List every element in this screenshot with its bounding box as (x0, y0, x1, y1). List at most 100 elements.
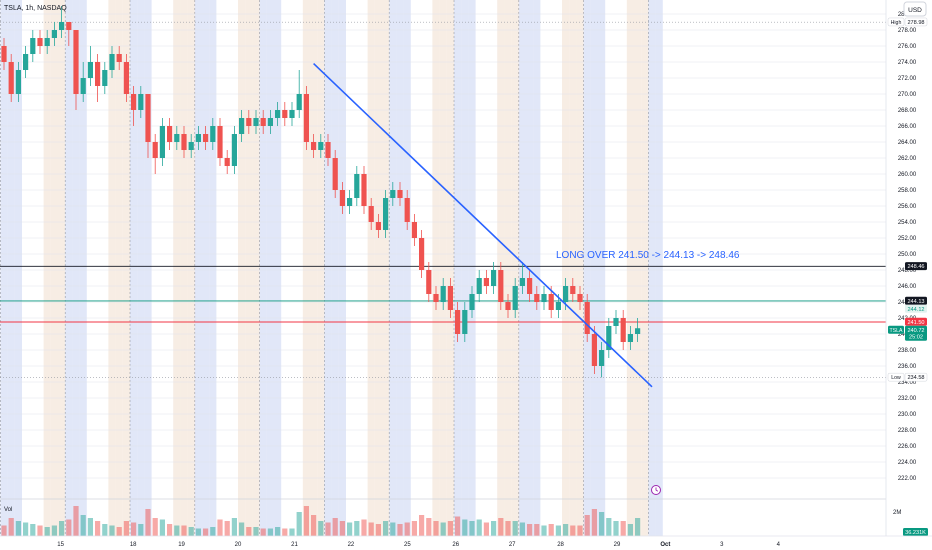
candle-body (174, 134, 180, 142)
chart-annotation[interactable]: LONG OVER 241.50 -> 244.13 -> 248.46 (556, 250, 740, 261)
candle-body (210, 126, 216, 142)
candle-body (433, 294, 439, 302)
volume-bar (282, 528, 288, 536)
candle-body (131, 94, 137, 110)
candle-body (555, 302, 561, 310)
volume-bar (123, 521, 129, 536)
candle-body (570, 286, 576, 294)
session-band (583, 0, 591, 536)
session-band (122, 0, 130, 536)
candle-body (469, 294, 475, 310)
candle-body (275, 110, 281, 118)
session-band (317, 0, 325, 536)
volume-bar (231, 518, 237, 536)
volume-bar (80, 515, 86, 536)
candle-body (224, 158, 230, 166)
volume-bar (584, 515, 590, 536)
time-axis[interactable]: 15 18 19 20 21 22 25 26 27 28 29 Oct 3 4 (0, 535, 932, 550)
candle-body (519, 278, 525, 286)
price-tick-label: 230.00 (898, 412, 917, 418)
horizontal-grid (0, 13, 886, 500)
price-tick-label: 222.00 (898, 476, 917, 482)
volume-bar (411, 521, 417, 536)
price-tick-label: 278.00 (898, 28, 917, 34)
price-label-text: 278.98 (907, 20, 924, 26)
volume-bars (1, 506, 641, 536)
volume-bar (195, 528, 201, 536)
session-band (511, 0, 519, 536)
candle-body (599, 350, 605, 366)
candle-body (635, 328, 641, 334)
session-band (137, 0, 145, 536)
session-band (461, 0, 469, 536)
volume-bar (30, 524, 36, 536)
volume-label: Vol (4, 507, 12, 513)
currency-button[interactable] (903, 1, 927, 17)
volume-bar (440, 522, 446, 536)
symbol-label[interactable]: TSLA, 1h, NASDAQ (4, 5, 67, 12)
clock-alert-icon[interactable] (651, 485, 661, 495)
volume-bar (635, 518, 641, 536)
time-tick-label: 25 (404, 542, 411, 548)
candle-body (44, 38, 50, 46)
candle-body (311, 142, 317, 150)
candle-body (303, 94, 309, 142)
price-tick-label: 224.00 (898, 460, 917, 466)
price-tick-label: 272.00 (898, 76, 917, 82)
price-label-tag (887, 372, 905, 382)
candle-body (483, 278, 489, 286)
candle-body (563, 286, 569, 302)
session-band (144, 0, 152, 536)
volume-bar (217, 519, 223, 536)
time-tick-label: 27 (509, 542, 516, 548)
price-label-tag-text: TSLA (890, 328, 904, 334)
price-tick-label: 234.00 (898, 380, 917, 386)
session-band (302, 0, 310, 536)
volume-bar (59, 521, 65, 536)
volume-bar (318, 521, 324, 536)
candle-body (318, 142, 324, 150)
volume-bar (455, 516, 461, 536)
session-band (324, 0, 332, 536)
candle-body (203, 134, 209, 142)
price-label-text: 241.50 (907, 320, 924, 326)
volume-bar (368, 522, 374, 536)
session-band (590, 0, 598, 536)
candle-body (332, 158, 338, 190)
volume-bar (102, 524, 108, 536)
time-tick-label: 22 (348, 542, 355, 548)
price-label-text: 244.12 (907, 307, 924, 313)
price-label-text: 240.72 (907, 328, 924, 334)
candle-body (354, 174, 360, 198)
volume-bar (469, 521, 475, 536)
time-tick-label: Oct (660, 542, 670, 548)
volume-bar (541, 525, 547, 536)
volume-bar (527, 524, 533, 536)
trendline[interactable] (313, 63, 653, 388)
volume-bar (383, 521, 389, 536)
candle-body (426, 270, 432, 294)
volume-bar (174, 525, 180, 536)
volume-bar (620, 521, 626, 536)
session-band (194, 0, 202, 536)
price-axis[interactable]: 222.00 224.00 226.00 228.00 230.00 232.00 234.… (885, 0, 932, 550)
volume-bar (203, 528, 209, 536)
session-band (338, 0, 346, 536)
candle-body (606, 326, 612, 350)
volume-bar (145, 509, 151, 536)
price-tick-label: 248.00 (898, 268, 917, 274)
session-band (533, 0, 541, 536)
candle-body (159, 126, 165, 158)
session-band (50, 0, 58, 536)
candle-body (620, 318, 626, 342)
price-tick-label: 276.00 (898, 44, 917, 50)
volume-bar (224, 521, 230, 536)
price-tick-label: 236.00 (898, 364, 917, 370)
candle-body (66, 22, 72, 30)
candle-body (498, 270, 504, 302)
volume-bar (505, 521, 511, 536)
candle-body (455, 310, 461, 334)
trendline-segment[interactable] (313, 63, 653, 388)
price-label-tag (887, 17, 905, 27)
